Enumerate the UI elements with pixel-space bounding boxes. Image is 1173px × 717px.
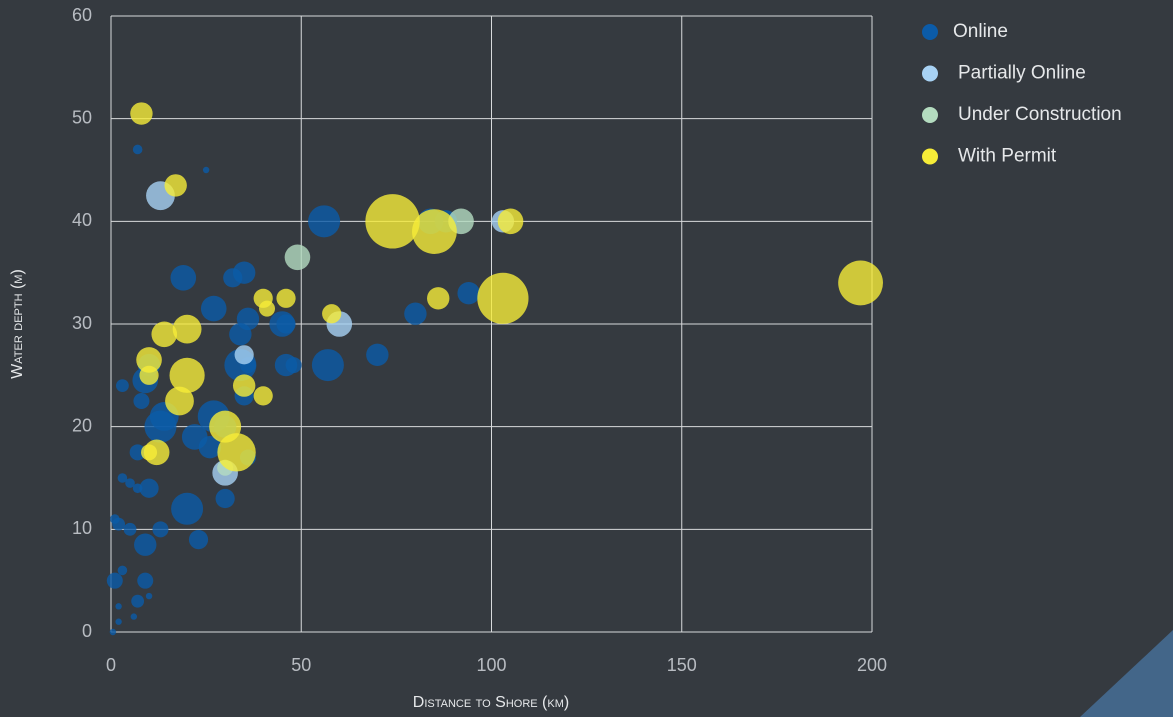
bubble [285,357,302,374]
legend-label: Online [953,21,1008,42]
bubble [131,594,145,608]
bubble [115,603,122,610]
bubble [164,174,187,197]
bubble [169,357,205,393]
y-tick-label: 50 [72,107,92,127]
legend-label: Partially Online [958,63,1086,84]
bubble [110,514,120,524]
bubble [141,444,158,461]
bubble [109,628,117,636]
bubble [172,314,202,344]
legend-label: With Permit [958,146,1057,167]
bubble [215,488,235,509]
bubble [125,478,135,488]
bubble [136,347,162,373]
y-tick-label: 60 [72,5,92,25]
bubble [200,295,227,322]
bubble [152,521,169,538]
bubble [139,365,159,385]
bubble [134,533,157,556]
legend-marker [922,24,938,40]
y-tick-label: 20 [72,415,92,435]
y-tick-label: 0 [82,621,92,641]
legend-marker [922,107,938,123]
bubble [151,321,178,348]
bubble [322,304,342,324]
bubble [133,393,150,409]
legend-marker [922,148,938,165]
bubble [404,302,427,325]
bubble [117,473,128,483]
bubble [115,618,122,625]
bubble [132,483,143,494]
bubble [202,166,210,174]
bubble [365,194,420,249]
y-axis-title: Water depth (m) [9,269,26,379]
bubble [188,530,209,550]
bubble [276,314,296,334]
bubble [366,343,389,366]
bubble [427,287,450,310]
bubble [171,492,204,525]
legend-marker [922,65,938,82]
bubble [234,345,254,365]
bubble [144,410,177,443]
bubble [165,386,194,416]
legend-label: Under Construction [958,104,1122,125]
bubble [170,265,197,291]
x-tick-label: 200 [857,655,887,675]
bubble [123,522,137,536]
bubble [311,349,344,382]
y-tick-label: 40 [72,210,92,230]
bubble [116,379,129,392]
bubble [129,444,146,461]
bubble [477,272,529,324]
bubble [198,436,222,459]
bubble [106,572,123,589]
bubble [139,478,159,498]
bubble [253,386,273,406]
bubble [130,102,153,125]
bubble [276,288,296,308]
bubble [412,209,457,255]
x-tick-label: 150 [667,655,697,675]
bubble [217,433,256,472]
bubble [259,300,276,317]
bubble [838,260,883,306]
bubble [308,205,341,238]
bubble [117,565,128,576]
x-tick-label: 100 [476,655,506,675]
y-tick-label: 10 [72,518,92,538]
y-tick-label: 30 [72,313,92,333]
x-tick-label: 0 [106,655,116,675]
bubble [284,244,311,271]
bubble [457,282,480,305]
bubble [132,144,143,155]
bubble [232,374,256,397]
bubble [145,592,153,600]
bubble [130,613,138,620]
bubble [229,323,252,346]
bubble [223,268,243,288]
x-tick-label: 50 [291,655,311,675]
bubble [497,208,524,235]
x-axis-title: Distance to Shore (km) [413,694,569,711]
decoration [1080,630,1173,717]
bubble [137,572,154,589]
